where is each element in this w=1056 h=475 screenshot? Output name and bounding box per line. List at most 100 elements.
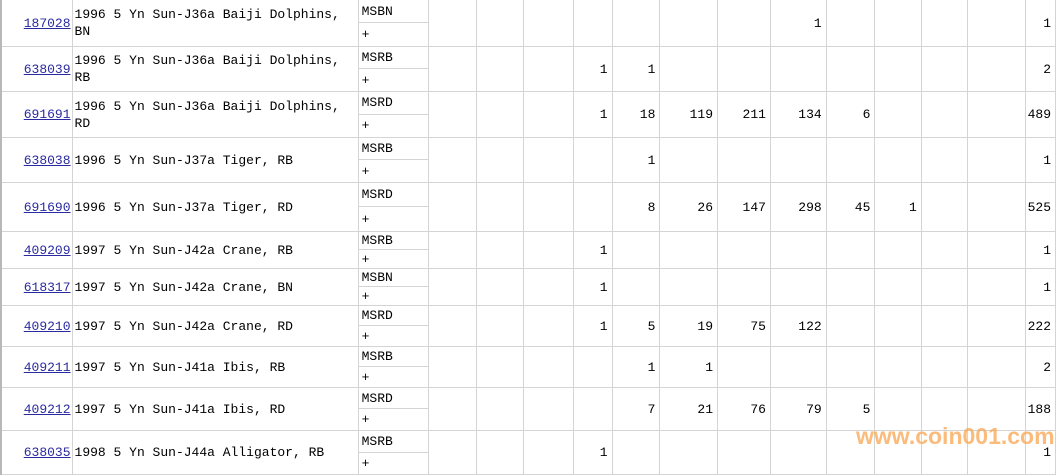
grade-cell: MSRB + xyxy=(357,231,429,269)
population-count-cell xyxy=(920,0,968,47)
population-count-cell xyxy=(522,346,574,388)
population-count-cell xyxy=(717,268,771,306)
population-count-cell xyxy=(825,346,876,388)
description-cell: 1996 5 Yn Sun-J36a Baiji Dolphins, RB xyxy=(71,46,359,92)
total-cell: 1 xyxy=(1024,231,1056,269)
population-count-cell: 119 xyxy=(659,91,719,138)
population-count-cell xyxy=(427,137,477,183)
coin-id-link[interactable]: 187028 xyxy=(23,15,71,31)
table-row: 691690 1996 5 Yn Sun-J37a Tiger, RD MSRD +8… xyxy=(0,182,1056,232)
population-count-cell: 122 xyxy=(769,305,827,347)
population-count-cell: 6 xyxy=(825,91,876,138)
population-count-cell xyxy=(475,182,524,232)
population-count-cell: 7 xyxy=(611,387,661,431)
plus-grade-label: + xyxy=(361,251,370,267)
description-cell: 1997 5 Yn Sun-J41a Ibis, RD xyxy=(71,387,359,431)
table-row: 638039 1996 5 Yn Sun-J36a Baiji Dolphins,… xyxy=(0,46,1056,92)
population-count-cell xyxy=(427,91,477,138)
population-count-cell xyxy=(769,137,827,183)
population-count-cell xyxy=(874,231,922,269)
population-count-cell xyxy=(522,0,574,47)
grade-cell: MSRD + xyxy=(357,305,429,347)
population-count-cell xyxy=(522,305,574,347)
population-count-cell xyxy=(966,346,1026,388)
population-count-cell xyxy=(611,231,661,269)
grade-cell: MSRD + xyxy=(357,91,429,138)
population-count-cell: 26 xyxy=(659,182,719,232)
population-count-cell xyxy=(659,231,719,269)
total-cell: 1 xyxy=(1024,268,1056,306)
grade-cell: MSRB + xyxy=(357,46,429,92)
population-count-cell xyxy=(475,346,524,388)
population-count-cell: 1 xyxy=(572,430,613,475)
population-count-cell: 1 xyxy=(572,91,613,138)
grade-cell: MSBN + xyxy=(357,268,429,306)
population-count-cell xyxy=(659,268,719,306)
population-count-cell xyxy=(427,305,477,347)
plus-grade-label: + xyxy=(361,288,370,304)
population-count-cell xyxy=(920,387,968,431)
id-cell: 409210 xyxy=(0,305,73,347)
coin-id-link[interactable]: 691691 xyxy=(23,107,71,122)
plus-grade-label: + xyxy=(361,455,370,471)
coin-id-link[interactable]: 409210 xyxy=(23,318,71,334)
coin-id-link[interactable]: 638035 xyxy=(23,445,71,460)
population-count-cell xyxy=(966,268,1026,306)
population-count-cell: 21 xyxy=(659,387,719,431)
population-count-cell: 1 xyxy=(611,46,661,92)
grade-cell: MSRB + xyxy=(357,137,429,183)
grade-label: MSRB xyxy=(358,431,428,453)
population-count-cell xyxy=(475,387,524,431)
plus-grade-label: + xyxy=(361,369,370,385)
population-count-cell xyxy=(427,0,477,47)
population-count-cell xyxy=(874,268,922,306)
population-count-cell: 8 xyxy=(611,182,661,232)
coin-id-link[interactable]: 638039 xyxy=(23,61,71,77)
description-cell: 1998 5 Yn Sun-J44a Alligator, RB xyxy=(71,430,359,475)
population-count-cell xyxy=(475,430,524,475)
id-cell: 638038 xyxy=(0,137,73,183)
coin-id-link[interactable]: 638038 xyxy=(23,152,71,168)
plus-grade-label: + xyxy=(361,412,370,427)
grade-label: MSRB xyxy=(358,47,428,69)
population-count-cell xyxy=(475,0,524,47)
population-count-cell xyxy=(611,430,661,475)
population-count-cell xyxy=(825,305,876,347)
coin-id-link[interactable]: 409209 xyxy=(23,242,71,258)
population-count-cell xyxy=(874,0,922,47)
population-count-cell xyxy=(427,430,477,475)
plus-grade-label: + xyxy=(361,118,370,134)
population-count-cell xyxy=(874,91,922,138)
population-count-cell xyxy=(966,91,1026,138)
coin-id-link[interactable]: 691690 xyxy=(23,199,71,215)
id-cell: 409212 xyxy=(0,387,73,431)
population-count-cell xyxy=(611,268,661,306)
total-cell: 525 xyxy=(1024,182,1056,232)
description-cell: 1997 5 Yn Sun-J42a Crane, RB xyxy=(71,231,359,269)
population-count-cell xyxy=(920,231,968,269)
coin-id-link[interactable]: 409211 xyxy=(23,359,71,375)
coin-id-link[interactable]: 409212 xyxy=(23,401,71,417)
coin-id-link[interactable]: 618317 xyxy=(23,279,71,295)
population-count-cell: 18 xyxy=(611,91,661,138)
population-count-cell: 298 xyxy=(769,182,827,232)
population-count-cell xyxy=(572,137,613,183)
description-cell: 1997 5 Yn Sun-J42a Crane, BN xyxy=(71,268,359,306)
population-count-cell xyxy=(920,182,968,232)
population-count-cell: 1 xyxy=(874,182,922,232)
total-cell: 222 xyxy=(1024,305,1056,347)
population-count-cell: 1 xyxy=(659,346,719,388)
description-cell: 1996 5 Yn Sun-J37a Tiger, RD xyxy=(71,182,359,232)
total-cell: 188 xyxy=(1024,387,1056,431)
grade-label: MSRD xyxy=(358,183,428,207)
plus-grade-label: + xyxy=(361,328,370,344)
population-count-cell xyxy=(717,430,771,475)
population-count-cell xyxy=(522,182,574,232)
grade-label: MSRD xyxy=(358,306,428,326)
description-cell: 1996 5 Yn Sun-J37a Tiger, RB xyxy=(71,137,359,183)
population-count-cell xyxy=(966,46,1026,92)
id-cell: 409209 xyxy=(0,231,73,269)
population-count-cell xyxy=(920,346,968,388)
